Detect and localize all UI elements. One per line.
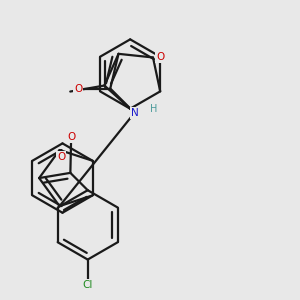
Text: O: O [74, 83, 82, 94]
Text: O: O [156, 52, 164, 62]
Text: O: O [67, 133, 75, 142]
Text: N: N [131, 108, 138, 118]
Text: H: H [150, 104, 157, 115]
Text: O: O [57, 152, 65, 162]
Text: Cl: Cl [82, 280, 93, 290]
